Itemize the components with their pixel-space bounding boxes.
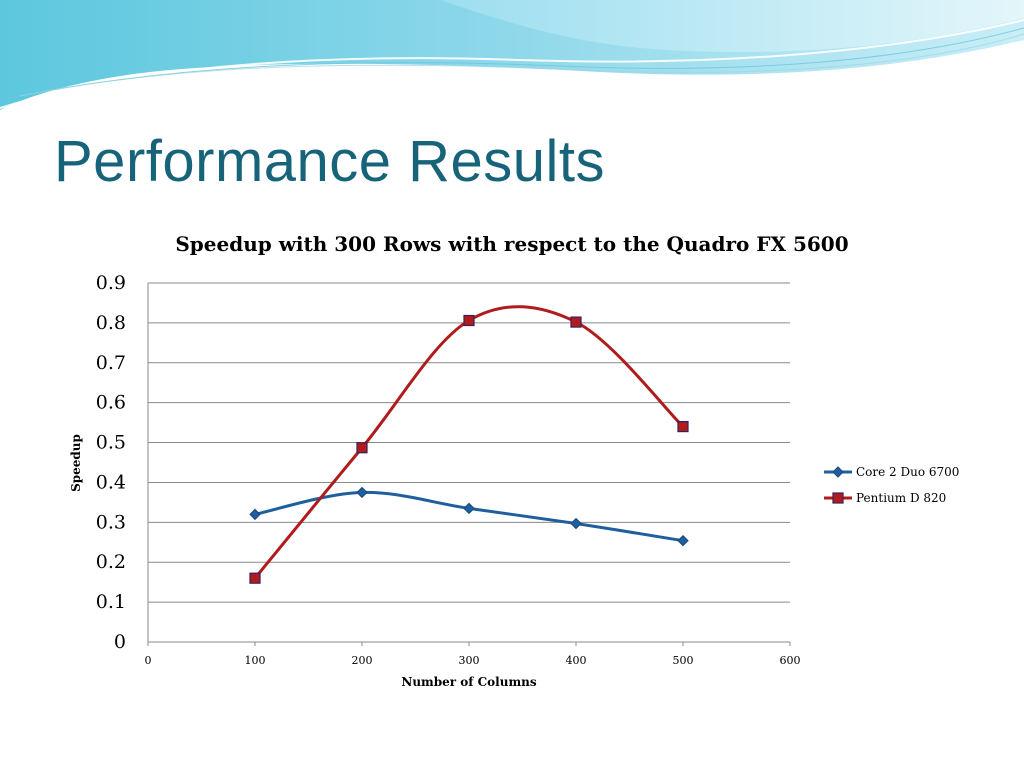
data-point-series-1 — [570, 517, 582, 530]
data-point-series-2 — [677, 421, 689, 433]
legend-marker-2 — [832, 492, 844, 504]
slide-title: Performance Results — [54, 129, 606, 194]
legend-marker-1 — [832, 466, 844, 478]
data-point-series-2 — [463, 314, 475, 327]
x-tick-label: 100 — [245, 654, 266, 667]
x-tick-label: 400 — [566, 654, 587, 667]
y-axis-label: Speedup — [69, 434, 83, 492]
data-point-series-1 — [356, 486, 368, 499]
x-tick-label: 500 — [673, 654, 694, 667]
data-point-series-2 — [249, 572, 261, 584]
data-point-series-1 — [677, 534, 689, 547]
x-tick-label: 600 — [780, 654, 801, 667]
x-tick-label: 0 — [145, 654, 152, 667]
data-point-series-2 — [570, 316, 582, 328]
x-tick-label: 300 — [459, 654, 480, 667]
legend-label-1: Core 2 Duo 6700 — [856, 465, 959, 479]
data-point-series-1 — [249, 508, 261, 521]
y-tick-label: 0.6 — [96, 392, 126, 414]
legend-label-2: Pentium D 820 — [856, 491, 946, 505]
y-tick-label: 0.2 — [96, 551, 126, 573]
x-axis-label: Number of Columns — [401, 675, 537, 689]
y-tick-label: 0.1 — [96, 591, 126, 613]
y-tick-label: 0.4 — [96, 471, 126, 493]
x-tick-label: 200 — [352, 654, 373, 667]
data-point-series-1 — [463, 502, 475, 515]
y-tick-label: 0 — [114, 631, 126, 653]
data-point-series-2 — [356, 442, 368, 454]
y-tick-label: 0.8 — [96, 312, 126, 334]
y-tick-label: 0.9 — [96, 272, 126, 294]
chart-title: Speedup with 300 Rows with respect to th… — [175, 232, 848, 256]
y-tick-label: 0.3 — [96, 511, 126, 533]
y-tick-label: 0.5 — [96, 432, 126, 454]
y-tick-label: 0.7 — [96, 352, 126, 374]
